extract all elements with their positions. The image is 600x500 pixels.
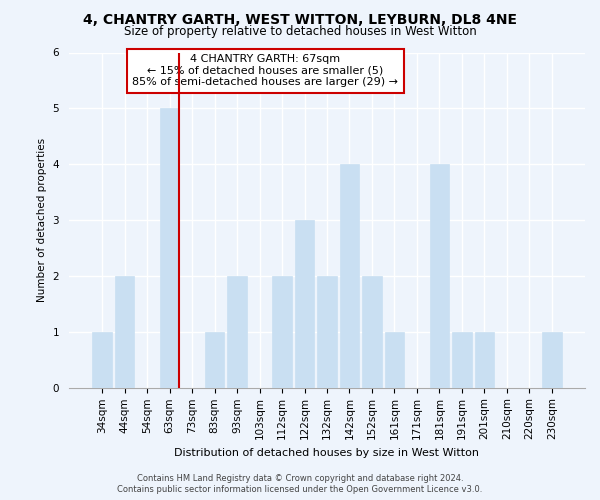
Bar [115,276,134,388]
Bar [430,164,449,388]
Bar [227,276,247,388]
Y-axis label: Number of detached properties: Number of detached properties [37,138,47,302]
Bar [542,332,562,388]
Text: Contains HM Land Registry data © Crown copyright and database right 2024.
Contai: Contains HM Land Registry data © Crown c… [118,474,482,494]
Bar [92,332,112,388]
Bar [317,276,337,388]
Bar [160,108,179,388]
Bar [272,276,292,388]
Bar [340,164,359,388]
Bar [205,332,224,388]
Bar [452,332,472,388]
Text: Size of property relative to detached houses in West Witton: Size of property relative to detached ho… [124,25,476,38]
Text: 4, CHANTRY GARTH, WEST WITTON, LEYBURN, DL8 4NE: 4, CHANTRY GARTH, WEST WITTON, LEYBURN, … [83,12,517,26]
Bar [385,332,404,388]
Text: 4 CHANTRY GARTH: 67sqm
← 15% of detached houses are smaller (5)
85% of semi-deta: 4 CHANTRY GARTH: 67sqm ← 15% of detached… [132,54,398,88]
Bar [475,332,494,388]
Bar [362,276,382,388]
X-axis label: Distribution of detached houses by size in West Witton: Distribution of detached houses by size … [175,448,479,458]
Bar [295,220,314,388]
